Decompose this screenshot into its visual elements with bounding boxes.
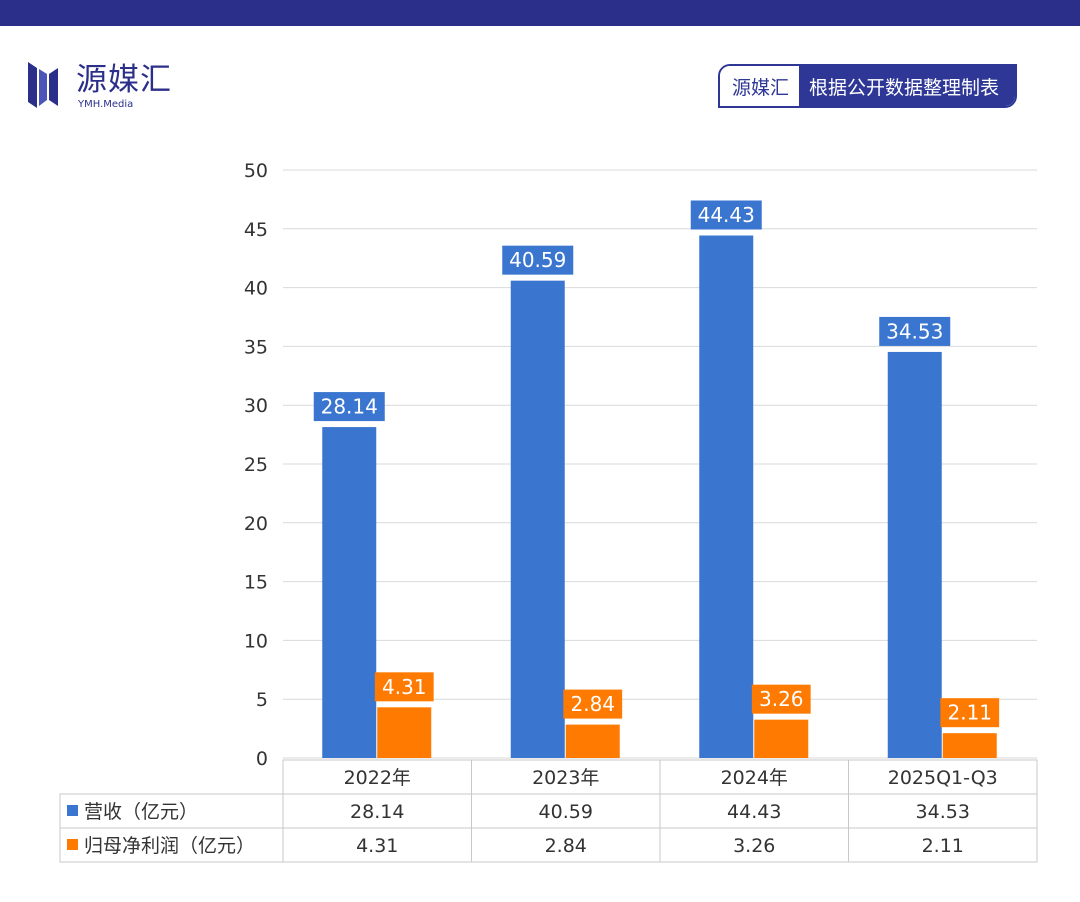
data-label: 44.43: [698, 203, 755, 227]
table-value: 34.53: [916, 801, 970, 823]
y-tick-label: 50: [244, 160, 268, 182]
table-value: 44.43: [727, 801, 781, 823]
bar-net-profit: [754, 719, 809, 758]
y-tick-label: 35: [244, 336, 268, 358]
table-value: 4.31: [356, 835, 398, 857]
data-label: 34.53: [886, 319, 943, 343]
legend-series-name: 营收（亿元）: [84, 801, 198, 823]
source-badge-text: 根据公开数据整理制表: [799, 66, 1016, 106]
data-label-box: [751, 684, 811, 714]
y-tick-label: 45: [244, 219, 268, 241]
data-label: 40.59: [509, 248, 566, 272]
bar-revenue: [699, 235, 754, 759]
data-label-box: [940, 698, 1000, 728]
x-category-label: 2025Q1-Q3: [888, 767, 998, 789]
bar-revenue: [510, 280, 565, 758]
legend-swatch: [67, 839, 78, 850]
x-category-label: 2024年: [721, 767, 788, 789]
x-category-label: 2022年: [344, 767, 411, 789]
legend-swatch: [67, 805, 78, 816]
bar-net-profit: [377, 707, 432, 758]
data-label-box: [879, 316, 951, 346]
data-label: 28.14: [321, 395, 378, 419]
data-label-box: [502, 245, 574, 275]
logo-subtitle: YMH.Media: [78, 99, 134, 110]
bar-net-profit: [565, 724, 620, 758]
data-label-box: [374, 672, 434, 702]
data-label: 3.26: [759, 687, 804, 711]
y-tick-label: 0: [256, 748, 268, 770]
bar-net-profit: [942, 733, 997, 758]
y-tick-label: 15: [244, 572, 268, 594]
y-tick-label: 10: [244, 630, 268, 652]
y-tick-label: 25: [244, 454, 268, 476]
data-label-box: [563, 689, 623, 719]
ymh-media-logo-icon: [28, 62, 58, 108]
ymh-logo: 源媒汇 YMH.Media: [28, 58, 208, 114]
source-badge: 源媒汇 根据公开数据整理制表: [718, 64, 1018, 108]
y-tick-label: 30: [244, 395, 268, 417]
y-tick-label: 40: [244, 278, 268, 300]
data-label: 2.11: [947, 701, 992, 725]
bar-revenue: [322, 427, 377, 758]
data-label: 4.31: [382, 675, 427, 699]
bar-revenue: [887, 351, 942, 758]
data-label-box: [313, 392, 385, 422]
y-tick-label: 5: [256, 689, 268, 711]
table-value: 3.26: [733, 835, 775, 857]
y-tick-label: 20: [244, 513, 268, 535]
table-value: 40.59: [539, 801, 593, 823]
table-value: 28.14: [350, 801, 404, 823]
table-value: 2.11: [922, 835, 964, 857]
data-label-box: [690, 200, 762, 230]
logo-name: 源媒汇: [76, 62, 172, 98]
legend-series-name: 归母净利润（亿元）: [84, 835, 255, 857]
x-category-label: 2023年: [532, 767, 599, 789]
data-label: 2.84: [570, 692, 615, 716]
table-value: 2.84: [545, 835, 587, 857]
top-banner: [0, 0, 1080, 26]
source-badge-brand: 源媒汇: [720, 66, 800, 106]
